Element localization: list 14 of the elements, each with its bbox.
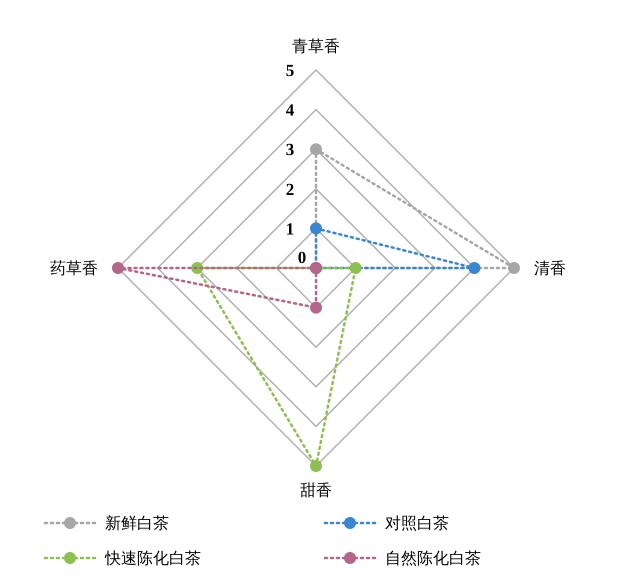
y-tick-label: 5 [286,60,294,80]
legend-label: 自然陈化白茶 [385,548,481,568]
spoke-label: 清香 [534,258,566,278]
y-tick-label: 3 [286,140,294,160]
spoke-label: 青草香 [292,36,340,56]
legend-label: 新鲜白茶 [105,514,169,533]
legend-label: 快速陈化白茶 [104,548,201,568]
spoke-label: 甜香 [300,480,332,500]
spoke-label: 药草香 [50,258,98,278]
legend-label: 对照白茶 [385,514,449,533]
y-tick-label: 4 [286,100,295,120]
y-tick-label: 0 [298,248,306,267]
y-tick-label: 1 [286,219,294,238]
y-tick-label: 2 [286,180,294,199]
